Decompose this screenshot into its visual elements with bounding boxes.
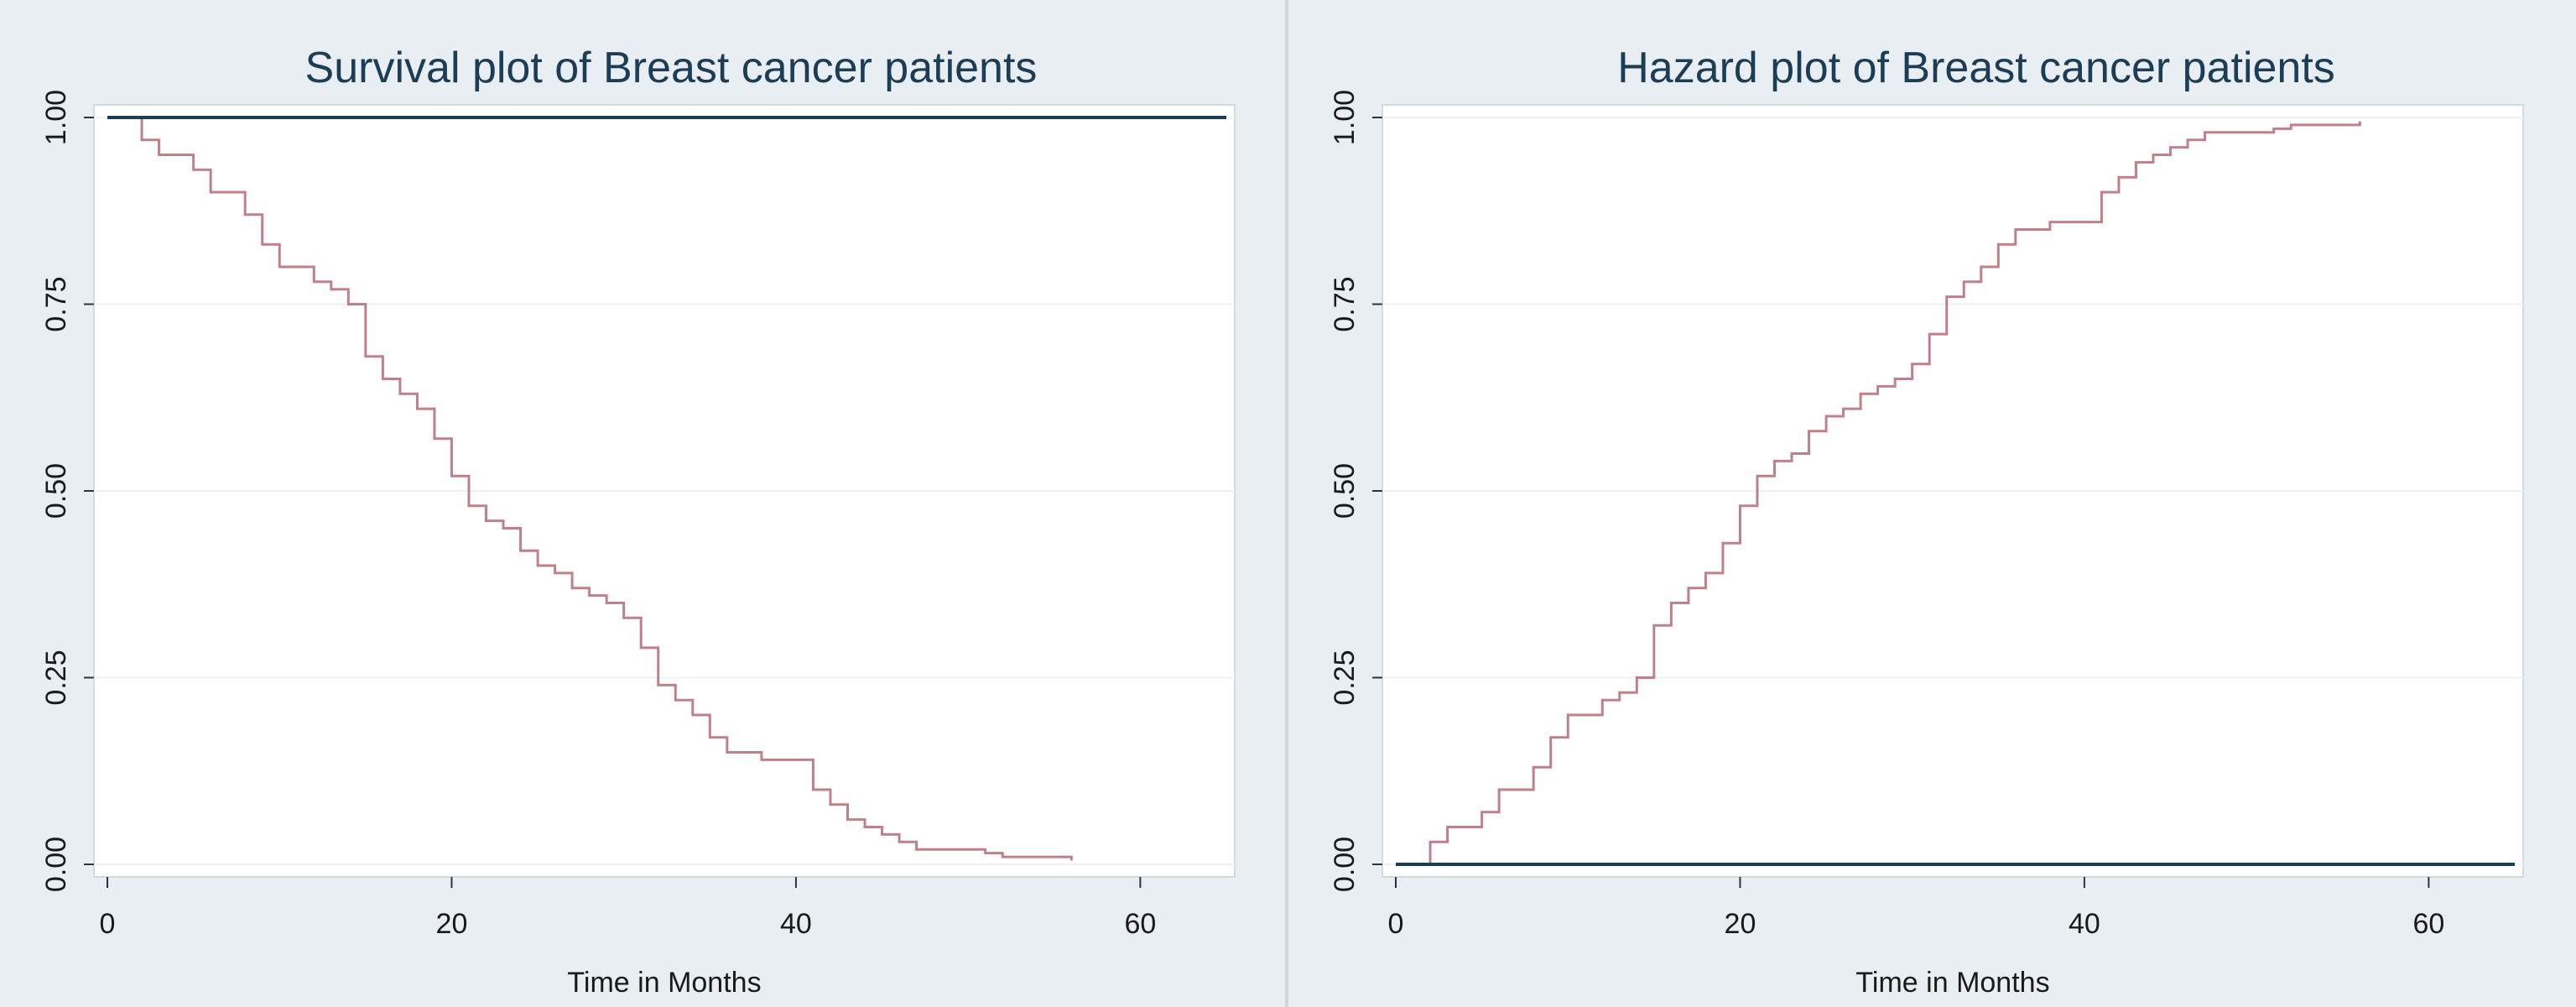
survival-chart-panel: Survival plot of Breast cancer patients … (0, 0, 1285, 1007)
chart-title: Survival plot of Breast cancer patients (305, 44, 1038, 92)
x-tick-label-2: 40 (2069, 908, 2100, 940)
y-tick-label-0: 0.00 (40, 837, 72, 892)
x-tick-label-3: 60 (1124, 908, 1156, 940)
y-ticks: 0.00 0.25 0.50 0.75 1.00 (1329, 90, 1382, 892)
y-ticks: 0.00 0.25 0.50 0.75 1.00 (40, 90, 94, 892)
x-tick-label-2: 40 (780, 908, 812, 940)
x-axis-label: Time in Months (1855, 967, 2049, 999)
y-tick-label-4: 1.00 (1329, 90, 1361, 145)
x-tick-label-1: 20 (436, 908, 468, 940)
series-layer (1396, 121, 2515, 866)
y-tick-label-3: 0.75 (1329, 276, 1361, 331)
x-ticks: 0 20 40 60 (1388, 877, 2444, 940)
x-ticks: 0 20 40 60 (100, 877, 1156, 940)
y-tick-label-1: 0.25 (40, 650, 72, 705)
survival-chart-svg: Survival plot of Breast cancer patients … (40, 44, 1236, 999)
y-tick-label-2: 0.50 (40, 463, 72, 519)
x-tick-label-0: 0 (100, 908, 116, 940)
chart-title: Hazard plot of Breast cancer patients (1617, 44, 2335, 92)
hazard-chart-svg: Hazard plot of Breast cancer patients 0.… (1329, 44, 2524, 999)
series-layer (107, 116, 1226, 861)
panel-divider (1285, 0, 1288, 1007)
step-curve-0 (1396, 121, 2361, 866)
x-tick-label-3: 60 (2412, 908, 2444, 940)
hazard-chart-panel: Hazard plot of Breast cancer patients 0.… (1288, 0, 2576, 1007)
x-tick-label-0: 0 (1388, 908, 1404, 940)
y-tick-label-4: 1.00 (40, 90, 72, 145)
y-tick-label-2: 0.50 (1329, 463, 1361, 519)
x-tick-label-1: 20 (1725, 908, 1756, 940)
y-tick-label-1: 0.25 (1329, 650, 1361, 705)
y-tick-label-3: 0.75 (40, 276, 72, 331)
y-tick-label-0: 0.00 (1329, 837, 1361, 892)
x-axis-label: Time in Months (567, 967, 761, 999)
step-curve-0 (107, 116, 1073, 861)
